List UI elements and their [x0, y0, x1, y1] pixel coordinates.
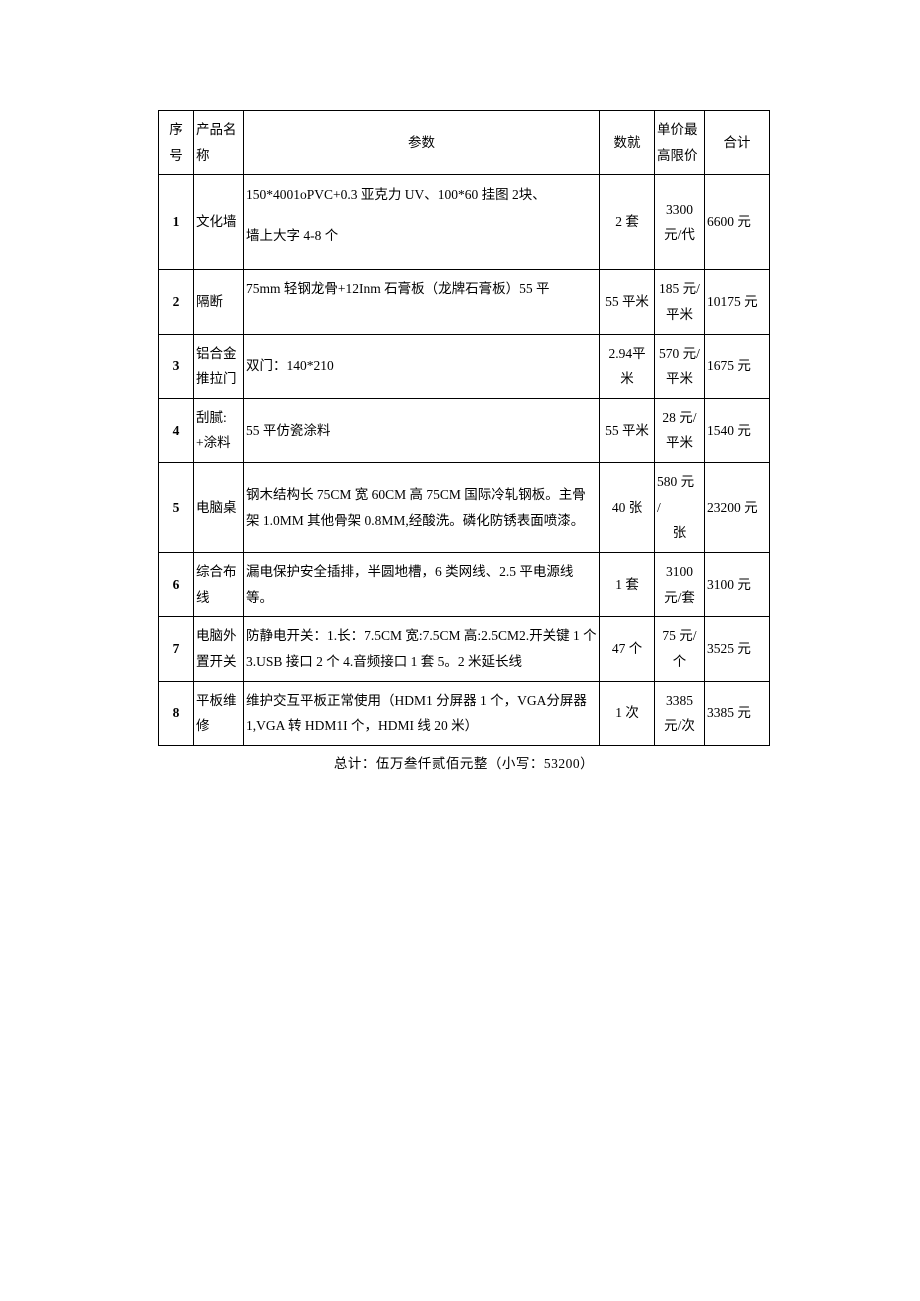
cell-seq: 2 [159, 270, 194, 334]
header-qty: 数就 [600, 111, 655, 175]
cell-price: 580 元 / 张 [655, 463, 705, 553]
cell-total: 10175 元 [705, 270, 770, 334]
price-line: / [657, 495, 702, 521]
cell-name: 综合布线 [194, 553, 244, 617]
cell-param: 防静电开关：1.长：7.5CM 宽:7.5CM 高:2.5CM2.开关键 1 个… [244, 617, 600, 681]
cell-param: 双门：140*210 [244, 334, 600, 398]
cell-name: 隔断 [194, 270, 244, 334]
param-line: 墙上大字 4-8 个 [246, 222, 597, 249]
cell-seq: 8 [159, 681, 194, 745]
param-text: 75mm 轻钢龙骨+12Inm 石膏板（龙牌石膏板）55 平 [246, 276, 597, 302]
table-row: 8 平板维修 维护交互平板正常使用（HDM1 分屏器 1 个，VGA分屏器 1,… [159, 681, 770, 745]
cell-seq: 5 [159, 463, 194, 553]
cell-price: 28 元/平米 [655, 398, 705, 462]
price-line: 580 元 [657, 469, 702, 495]
header-total: 合计 [705, 111, 770, 175]
table-row: 2 隔断 75mm 轻钢龙骨+12Inm 石膏板（龙牌石膏板）55 平 55 平… [159, 270, 770, 334]
cell-price: 3385元/次 [655, 681, 705, 745]
table-row: 4 刮腻:+涂料 55 平仿瓷涂料 55 平米 28 元/平米 1540 元 [159, 398, 770, 462]
cell-price: 75 元/个 [655, 617, 705, 681]
cell-name: 电脑外置开关 [194, 617, 244, 681]
cell-qty: 2 套 [600, 175, 655, 270]
table-row: 5 电脑桌 钢木结构长 75CM 宽 60CM 高 75CM 国际冷轧钢板。主骨… [159, 463, 770, 553]
cell-seq: 3 [159, 334, 194, 398]
table-row: 7 电脑外置开关 防静电开关：1.长：7.5CM 宽:7.5CM 高:2.5CM… [159, 617, 770, 681]
table-header-row: 序号 产品名称 参数 数就 单价最高限价 合计 [159, 111, 770, 175]
table-row: 6 综合布线 漏电保护安全插排，半圆地槽，6 类网线、2.5 平电源线等。 1 … [159, 553, 770, 617]
cell-total: 6600 元 [705, 175, 770, 270]
cell-param: 150*4001oPVC+0.3 亚克力 UV、100*60 挂图 2块、 墙上… [244, 175, 600, 270]
cell-total: 23200 元 [705, 463, 770, 553]
param-line: 150*4001oPVC+0.3 亚克力 UV、100*60 挂图 2块、 [246, 181, 597, 208]
cell-qty: 1 次 [600, 681, 655, 745]
cell-name: 铝合金推拉门 [194, 334, 244, 398]
cell-param: 维护交互平板正常使用（HDM1 分屏器 1 个，VGA分屏器 1,VGA 转 H… [244, 681, 600, 745]
cell-param: 漏电保护安全插排，半圆地槽，6 类网线、2.5 平电源线等。 [244, 553, 600, 617]
cell-param: 75mm 轻钢龙骨+12Inm 石膏板（龙牌石膏板）55 平 [244, 270, 600, 334]
cell-total: 3100 元 [705, 553, 770, 617]
cell-qty: 2.94平米 [600, 334, 655, 398]
cell-total: 1540 元 [705, 398, 770, 462]
summary-total: 总计：伍万叁仟贰佰元整（小写：53200） [158, 752, 770, 772]
cell-price: 3300元/代 [655, 175, 705, 270]
cell-seq: 7 [159, 617, 194, 681]
header-param: 参数 [244, 111, 600, 175]
cell-seq: 1 [159, 175, 194, 270]
cell-name: 平板维修 [194, 681, 244, 745]
document-page: 序号 产品名称 参数 数就 单价最高限价 合计 1 文化墙 150*4001oP… [0, 0, 920, 1301]
cell-name: 刮腻:+涂料 [194, 398, 244, 462]
cell-qty: 40 张 [600, 463, 655, 553]
cell-param: 55 平仿瓷涂料 [244, 398, 600, 462]
cell-price: 185 元/平米 [655, 270, 705, 334]
cell-name: 文化墙 [194, 175, 244, 270]
cell-name: 电脑桌 [194, 463, 244, 553]
cell-total: 3385 元 [705, 681, 770, 745]
cell-seq: 6 [159, 553, 194, 617]
price-line: 张 [657, 520, 702, 546]
price-table: 序号 产品名称 参数 数就 单价最高限价 合计 1 文化墙 150*4001oP… [158, 110, 770, 746]
cell-seq: 4 [159, 398, 194, 462]
cell-price: 3100元/套 [655, 553, 705, 617]
table-row: 1 文化墙 150*4001oPVC+0.3 亚克力 UV、100*60 挂图 … [159, 175, 770, 270]
cell-qty: 55 平米 [600, 398, 655, 462]
cell-qty: 47 个 [600, 617, 655, 681]
cell-total: 3525 元 [705, 617, 770, 681]
header-name: 产品名称 [194, 111, 244, 175]
cell-price: 570 元/平米 [655, 334, 705, 398]
cell-total: 1675 元 [705, 334, 770, 398]
header-seq: 序号 [159, 111, 194, 175]
cell-param: 钢木结构长 75CM 宽 60CM 高 75CM 国际冷轧钢板。主骨架 1.0M… [244, 463, 600, 553]
table-row: 3 铝合金推拉门 双门：140*210 2.94平米 570 元/平米 1675… [159, 334, 770, 398]
cell-qty: 55 平米 [600, 270, 655, 334]
header-price: 单价最高限价 [655, 111, 705, 175]
cell-qty: 1 套 [600, 553, 655, 617]
